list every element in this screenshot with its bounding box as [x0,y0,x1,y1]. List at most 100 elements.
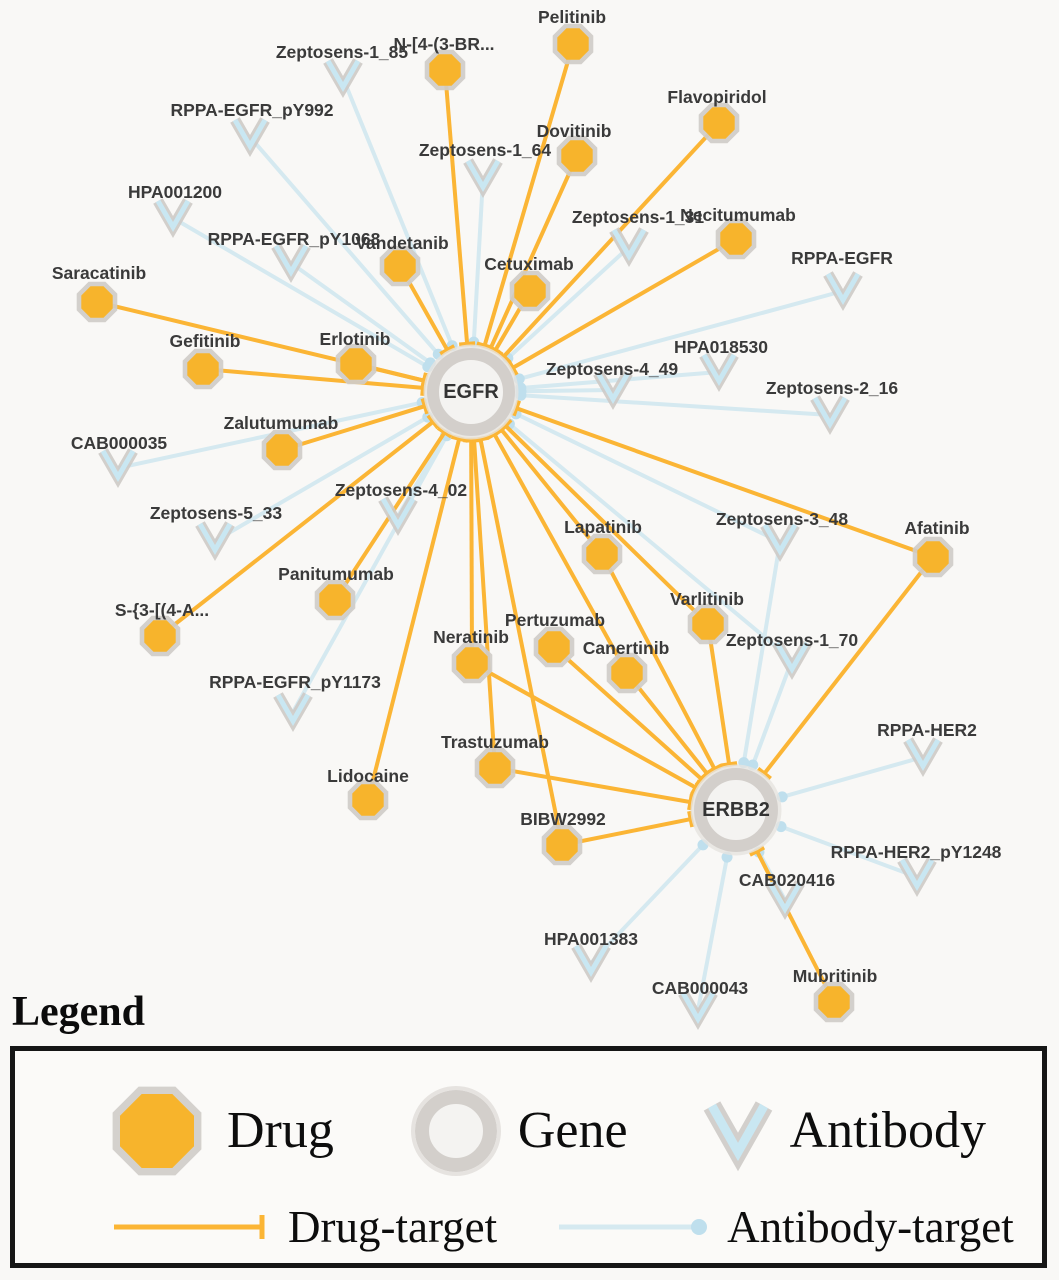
drug-node-neratinib[interactable] [451,642,493,684]
antibody-node-rppa_egfr_py992[interactable] [230,117,270,158]
legend-gene-label: Gene [517,1102,628,1159]
drug-node-varlitinib[interactable] [687,603,729,645]
antibody-node-hpa001383[interactable] [571,943,611,984]
gene-node-icon [408,1083,504,1179]
edge-canertinib-egfr [492,432,629,674]
drug-node-lidocaine[interactable] [347,779,389,821]
drug-node-erlotinib[interactable] [335,343,377,385]
node-label-varlitinib: Varlitinib [670,589,744,609]
drug-node-zalutumumab[interactable] [261,429,303,471]
drug-target-tbar [687,810,695,828]
drug-target-tbar [756,767,772,781]
antibody-node-zeptosens_4_02[interactable] [378,496,418,537]
edge-zeptosens_5_33-egfr [213,415,429,543]
node-label-flavopiridol: Flavopiridol [667,87,766,107]
edge-hpa001383-erbb2 [589,843,705,965]
drug-node-pertuzumab[interactable] [533,626,575,668]
edge-zeptosens_3_48-egfr [515,412,781,544]
drug-node-dovitinib[interactable] [556,135,598,177]
gene-node-erbb2[interactable]: ERBB2 [690,764,782,856]
antibody-node-zeptosens_3_48[interactable] [760,522,800,563]
edge-rppa_egfr-egfr [518,289,844,381]
drug-node-trastuzumab[interactable] [474,747,516,789]
legend-node-row: Drug Gene Antibody [15,1065,1042,1197]
edge-zeptosens_1_70-egfr [508,422,794,662]
nodes-layer: EGFR ERBB2 [76,23,954,1031]
edge-afatinib-erbb2 [762,555,935,775]
node-label-lidocaine: Lidocaine [327,766,409,786]
drug-node-bibw2992[interactable] [541,824,583,866]
edge-trastuzumab-egfr [472,439,497,769]
antibody-node-rppa_her2[interactable] [903,737,943,778]
drug-node-pelitinib[interactable] [552,23,594,65]
drug-node-gefitinib[interactable] [182,348,224,390]
drug-node-vandetanib[interactable] [379,245,421,287]
antibody-node-cab020416[interactable] [765,880,805,921]
antibody-node-hpa001200[interactable] [153,198,193,239]
edge-zeptosens_1_70-erbb2 [750,659,794,766]
antibody-node-rppa_egfr_py1068[interactable] [271,243,311,284]
antibody-node-zeptosens_1_70[interactable] [772,640,812,681]
edge-neratinib-erbb2 [471,661,697,790]
labels-layer: Zeptosens-1_85 RPPA-EGFR_pY992 HPA001200 RP… [52,7,1002,998]
edge-canertinib-erbb2 [625,671,709,776]
drug-node-s3_4a[interactable] [139,615,181,657]
node-label-zeptosens_1_85: Zeptosens-1_85 [276,42,409,62]
edge-mubritinib-erbb2 [755,850,836,1003]
edge-zeptosens_2_16-egfr [520,393,831,417]
drug-target-tbar [487,344,504,357]
node-label-cab000035: CAB000035 [71,433,168,453]
drug-node-n4_3br[interactable] [424,49,466,91]
drug-target-tbar [436,425,453,439]
legend-drug-target-label: Drug-target [288,1201,498,1252]
edge-zeptosens_1_31-egfr [506,245,631,360]
node-label-necitumumab: Necitumumab [680,205,796,225]
node-label-cab020416: CAB020416 [739,870,836,890]
node-label-n4_3br: N-[4-(3-BR... [393,34,494,54]
antibody-node-hpa018530[interactable] [699,352,739,393]
antibody-node-zeptosens_1_31[interactable] [609,227,649,268]
drug-node-icon [105,1079,209,1183]
edge-lidocaine-egfr [366,438,462,801]
node-label-trastuzumab: Trastuzumab [441,732,549,752]
drug-node-afatinib[interactable] [912,536,954,578]
antibody-target-edge-icon [555,1211,713,1243]
antibody-node-rppa_egfr[interactable] [823,271,863,312]
node-label-zeptosens_4_02: Zeptosens-4_02 [335,480,468,500]
drug-node-lapatinib[interactable] [581,533,623,575]
drug-node-mubritinib[interactable] [813,981,855,1023]
antibody-node-zeptosens_1_85[interactable] [323,58,363,99]
drug-node-canertinib[interactable] [606,652,648,694]
drug-target-edge-icon [110,1211,278,1243]
node-label-pertuzumab: Pertuzumab [505,610,605,630]
edge-trastuzumab-erbb2 [494,766,692,805]
drug-target-tbar [720,761,738,768]
antibody-node-rppa_egfr_py1173[interactable] [273,692,313,733]
antibody-node-rppa_her2_py1248[interactable] [897,857,937,898]
antibody-node-zeptosens_2_16[interactable] [810,395,850,436]
gene-node-label: ERBB2 [702,799,770,821]
node-label-neratinib: Neratinib [433,627,509,647]
drug-node-panitumumab[interactable] [314,579,356,621]
antibody-node-zeptosens_1_64[interactable] [463,158,503,199]
edge-zeptosens_1_64-egfr [471,177,485,343]
node-label-hpa001200: HPA001200 [128,182,222,202]
edge-rppa_egfr_py1068-egfr [289,261,432,365]
antibody-node-cab000035[interactable] [98,448,138,489]
drug-node-necitumumab[interactable] [715,218,757,260]
gene-node-egfr[interactable]: EGFR [423,344,519,440]
antibody-node-icon [698,1086,778,1176]
node-label-gefitinib: Gefitinib [170,331,241,351]
drug-node-flavopiridol[interactable] [698,102,740,144]
antibody-node-cab000043[interactable] [678,990,718,1031]
antibody-node-zeptosens_4_49[interactable] [593,370,633,411]
node-label-rppa_egfr_py992: RPPA-EGFR_pY992 [170,100,333,120]
node-label-zeptosens_2_16: Zeptosens-2_16 [766,378,899,398]
drug-node-cetuximab[interactable] [509,270,551,312]
edge-n4_3br-egfr [443,69,470,345]
antibody-node-zeptosens_5_33[interactable] [195,521,235,562]
node-label-rppa_egfr_py1173: RPPA-EGFR_pY1173 [209,672,381,692]
drug-target-tbar [420,397,430,415]
drug-node-saracatinib[interactable] [76,281,118,323]
